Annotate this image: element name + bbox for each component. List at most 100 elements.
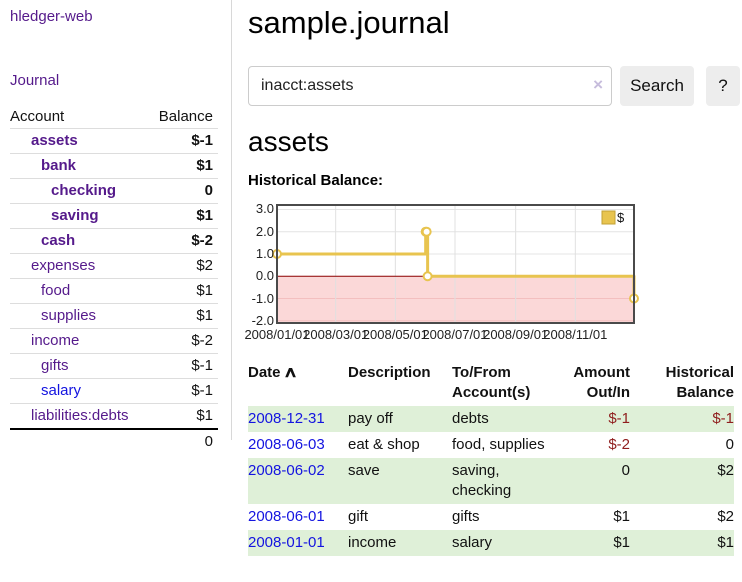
transaction-accounts: salary <box>452 530 564 556</box>
historical-balance-chart[interactable]: $ 3.0 2.0 1.0 0.0 -1.0 -2.0 2008/01/01 2008/03/… <box>244 201 742 342</box>
sidebar-accounts-body: assets $-1 bank $1 checking 0 saving $1 cash $-2 e… <box>10 128 218 454</box>
transaction-accounts: food, supplies <box>452 436 545 453</box>
register-row: 2008-06-03 eat & shop food, supplies $-2 0 <box>248 432 734 458</box>
register-col-amount: Amount Out/In <box>573 364 630 401</box>
sidebar-account-balance: $-1 <box>148 378 218 404</box>
sidebar-account-balance: $-2 <box>148 228 218 254</box>
sidebar-account-balance: $1 <box>148 278 218 304</box>
sidebar-account-balance: $1 <box>148 303 218 329</box>
chart-canvas[interactable]: $ <box>248 203 742 327</box>
register-row: 2008-12-31 pay off debts $-1 $-1 <box>248 406 734 432</box>
transaction-accounts: debts <box>452 406 564 432</box>
search-input[interactable] <box>248 66 612 106</box>
sidebar-account-link[interactable]: expenses <box>31 257 96 274</box>
page-title: sample.journal <box>248 5 450 40</box>
y-axis-tick-label: -1.0 <box>251 290 274 306</box>
main-content: sample.journal × Search ? assets Histori… <box>244 0 742 556</box>
transaction-amount: $-2 <box>608 436 630 453</box>
register-col-accounts: To/From Account(s) <box>452 364 531 401</box>
sidebar-accounts-table: Account Balance assets $-1 bank $1 checking 0… <box>10 106 218 454</box>
transaction-description: income <box>348 530 452 556</box>
sidebar-account-balance: $1 <box>148 153 218 179</box>
transaction-balance: $-1 <box>644 406 734 432</box>
sidebar-account-link[interactable]: liabilities:debts <box>31 407 129 424</box>
x-axis-tick-label: 2008/07/01 <box>422 327 488 342</box>
sidebar-account-link[interactable]: food <box>41 282 71 299</box>
sidebar-col-account: Account <box>10 108 65 125</box>
sidebar-account-row: saving $1 <box>10 203 218 229</box>
legend-label: $ <box>617 210 625 225</box>
transaction-accounts: saving, checking <box>452 458 564 504</box>
sidebar-account-balance: $-1 <box>148 353 218 379</box>
transaction-date-link[interactable]: 2008-06-01 <box>248 508 325 525</box>
sidebar-account-row: liabilities:debts $1 <box>10 403 218 429</box>
register-table: Date ∧ Description To/From Account(s) Amo… <box>248 363 734 556</box>
sidebar-account-balance: $2 <box>148 253 218 279</box>
transaction-date-link[interactable]: 2008-06-02 <box>248 462 325 479</box>
transaction-balance: $1 <box>644 530 734 556</box>
sidebar-account-row: cash $-2 <box>10 228 218 254</box>
sidebar-account-balance: $-1 <box>148 128 218 154</box>
sidebar-account-row: assets $-1 <box>10 128 218 154</box>
sidebar-account-balance: 0 <box>148 178 218 204</box>
sidebar-account-row: expenses $2 <box>10 253 218 279</box>
register-col-description: Description <box>348 364 431 381</box>
x-axis-tick-label: 2008/03/01 <box>303 327 369 342</box>
sidebar-account-link[interactable]: salary <box>41 382 82 399</box>
transaction-description: pay off <box>348 406 452 432</box>
sidebar-account-link[interactable]: checking <box>51 182 117 199</box>
sidebar-account-row: income $-2 <box>10 328 218 354</box>
sort-asc-icon: ∧ <box>282 364 298 381</box>
sidebar-col-balance: Balance <box>158 108 213 125</box>
register-col-date[interactable]: Date ∧ <box>248 364 298 381</box>
transaction-date-link[interactable]: 2008-06-03 <box>248 436 325 453</box>
sidebar-account-row: checking 0 <box>10 178 218 204</box>
x-axis-tick-label: 2008/01/01 <box>244 327 310 342</box>
transaction-balance: $2 <box>717 508 734 525</box>
help-button[interactable]: ? <box>706 66 740 106</box>
sidebar-account-link[interactable]: supplies <box>41 307 97 324</box>
transaction-amount: $1 <box>613 508 630 525</box>
sidebar-account-link[interactable]: saving <box>51 207 99 224</box>
y-axis-tick-label: 2.0 <box>255 223 274 239</box>
transaction-date-link[interactable]: 2008-01-01 <box>248 534 325 551</box>
clear-search-icon[interactable]: × <box>593 75 603 94</box>
register-col-balance: Historical Balance <box>665 364 734 401</box>
register-body: 2008-12-31 pay off debts $-1 $-1 2008-06-03 ea… <box>248 406 734 556</box>
y-axis-tick-label: 3.0 <box>255 201 274 217</box>
sidebar-account-link[interactable]: gifts <box>41 357 69 374</box>
search-button[interactable]: Search <box>620 66 694 106</box>
sidebar-account-balance: $1 <box>148 203 218 229</box>
sidebar-item-journal[interactable]: Journal <box>10 72 60 89</box>
sidebar-divider <box>231 0 232 440</box>
sidebar-account-balance: $1 <box>148 403 218 429</box>
transaction-balance: 0 <box>725 436 734 453</box>
sidebar-account-row: food $1 <box>10 278 218 304</box>
transaction-accounts: gifts <box>452 508 480 525</box>
sidebar-total-balance: 0 <box>148 428 218 454</box>
transaction-amount: $-1 <box>564 406 644 432</box>
sidebar-account-balance: $-2 <box>148 328 218 354</box>
register-row: 2008-01-01 income salary $1 $1 <box>248 530 734 556</box>
search-form: × Search ? <box>248 66 742 106</box>
sidebar-account-row: supplies $1 <box>10 303 218 329</box>
legend-swatch <box>601 210 616 225</box>
account-heading: assets <box>248 126 329 157</box>
sidebar-account-link[interactable]: income <box>31 332 80 349</box>
sidebar-account-link[interactable]: cash <box>41 232 76 249</box>
sidebar-account-row: salary $-1 <box>10 378 218 404</box>
register-row: 2008-06-01 gift gifts $1 $2 <box>248 504 734 530</box>
y-axis-tick-label: 0.0 <box>255 268 274 284</box>
chart-title: Historical Balance: <box>248 172 384 189</box>
sidebar-account-link[interactable]: bank <box>41 157 77 174</box>
transaction-date-link[interactable]: 2008-12-31 <box>248 410 325 427</box>
brand-link[interactable]: hledger-web <box>10 8 93 25</box>
x-axis-tick-label: 2008/11/01 <box>543 327 608 342</box>
sidebar-account-link[interactable]: assets <box>31 132 78 149</box>
sidebar-total-row: 0 <box>10 428 218 454</box>
transaction-balance: $2 <box>644 458 734 504</box>
x-axis-tick-label: 2008/05/01 <box>362 327 428 342</box>
x-axis-tick-label: 2008/09/01 <box>483 327 549 342</box>
transaction-description: eat & shop <box>348 436 420 453</box>
